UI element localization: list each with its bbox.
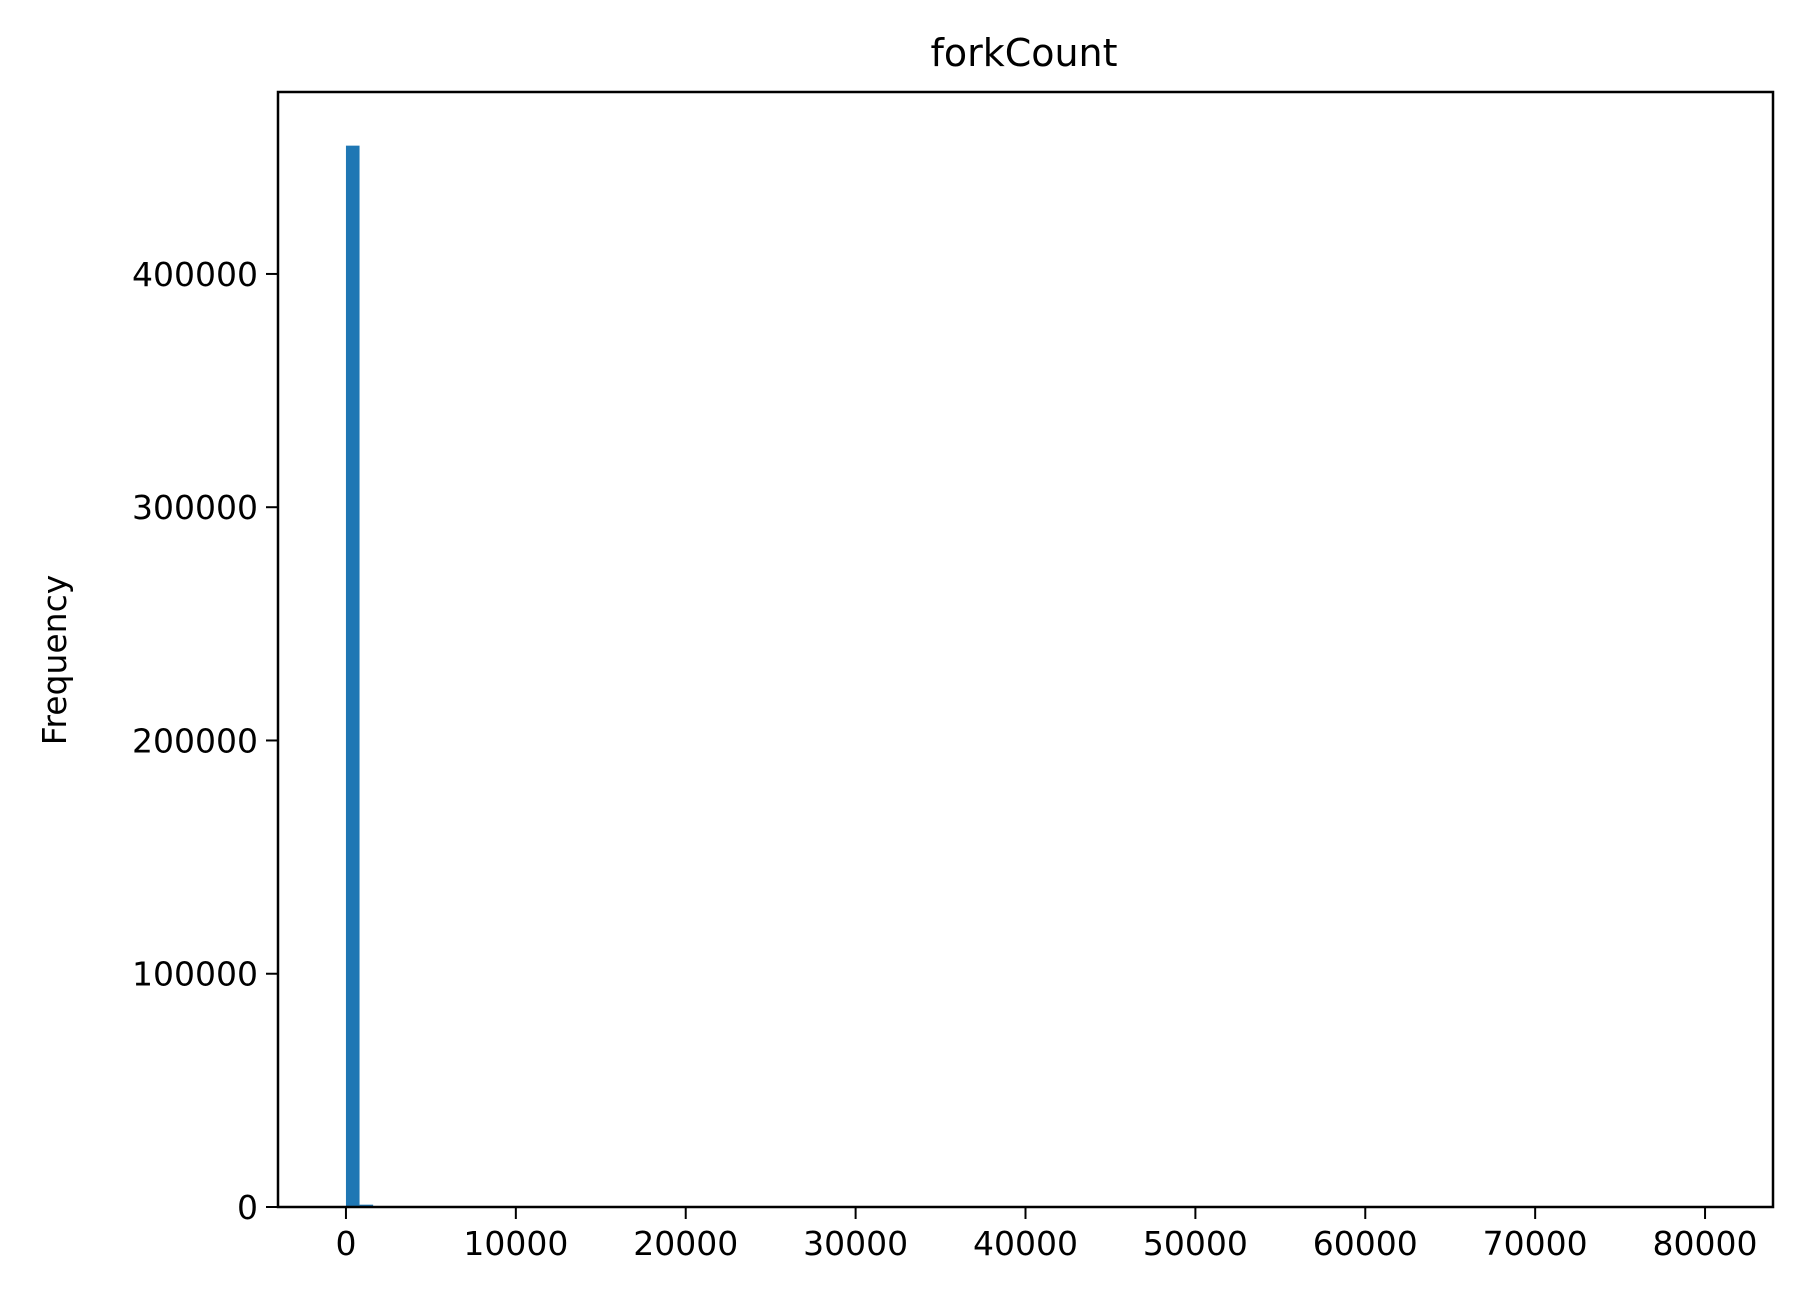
x-tick-label-4: 40000	[973, 1224, 1078, 1263]
x-tick-label-1: 10000	[463, 1224, 568, 1263]
x-tick-label-3: 30000	[803, 1224, 908, 1263]
x-tick-label-2: 20000	[633, 1224, 738, 1263]
y-tick-label-4: 400000	[132, 255, 258, 294]
plot-area-frame	[276, 90, 1775, 1209]
y-ticks-layer: 0 100000 200000 300000 400000	[132, 255, 278, 1227]
y-axis-label: Frequency	[35, 575, 74, 745]
histogram-bar-0	[345, 145, 360, 1207]
y-tick-label-0: 0	[237, 1188, 258, 1227]
x-ticks-layer: 0 10000 20000 30000 40000 50000 60000 70000 8000…	[335, 1207, 1758, 1263]
x-tick-label-0: 0	[335, 1224, 356, 1263]
x-tick-label-6: 60000	[1313, 1224, 1418, 1263]
x-tick-label-5: 50000	[1143, 1224, 1248, 1263]
x-tick-label-7: 70000	[1483, 1224, 1588, 1263]
chart-title: forkCount	[930, 31, 1117, 75]
y-tick-label-3: 300000	[132, 488, 258, 527]
y-tick-label-2: 200000	[132, 721, 258, 760]
y-tick-label-1: 100000	[132, 955, 258, 994]
x-tick-label-8: 80000	[1653, 1224, 1758, 1263]
